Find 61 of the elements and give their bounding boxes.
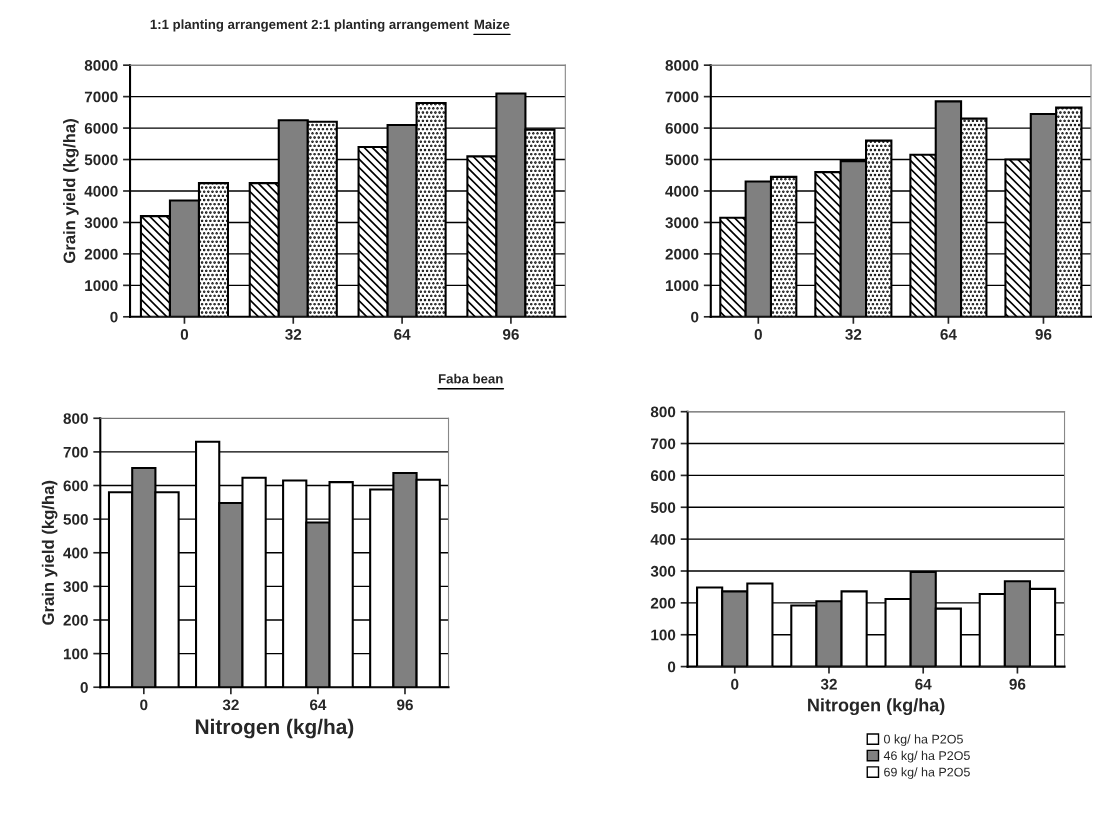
y-tick-label: 7000 — [665, 91, 699, 103]
y-tick-label: 4000 — [84, 185, 118, 197]
x-tick-label: 32 — [820, 678, 837, 690]
x-tick-label: 64 — [394, 329, 411, 340]
y-tick-label: 6000 — [665, 122, 699, 134]
x-tick-label: 0 — [140, 699, 148, 711]
y-tick-label: 0 — [110, 311, 118, 323]
y-tick-label: 500 — [650, 502, 676, 513]
legend-label: 46 kg/ ha P2O5 — [883, 750, 970, 763]
y-tick-label: 800 — [650, 406, 676, 418]
chart-title: 1:1 planting arrangement 2:1 planting arrangement — [150, 19, 469, 32]
y-tick-label: 0 — [691, 311, 699, 323]
y-tick-label: 6000 — [84, 122, 118, 134]
y-axis-title: Grain yield (kg/ha) — [41, 480, 58, 625]
y-tick-label: 2000 — [665, 248, 699, 260]
x-tick-label: 96 — [397, 699, 413, 711]
chart-subtitle: Maize — [474, 19, 510, 29]
y-tick-label: 7000 — [84, 91, 118, 103]
y-tick-label: 3000 — [84, 217, 118, 229]
y-tick-label: 4000 — [665, 185, 699, 197]
y-tick-label: 600 — [63, 480, 88, 492]
text: Faba bean — [438, 373, 503, 384]
x-axis-title: Nitrogen (kg/ha) — [808, 698, 945, 716]
x-tick-label: 32 — [222, 699, 239, 711]
x-tick-label: 0 — [754, 329, 762, 340]
y-tick-label: 8000 — [84, 60, 118, 71]
y-tick-label: 1000 — [85, 280, 118, 292]
y-tick-label: 3000 — [665, 217, 699, 229]
x-tick-label: 64 — [940, 329, 957, 340]
x-tick-label: 32 — [285, 329, 302, 340]
x-axis-title: Nitrogen (kg/ha) — [195, 718, 354, 739]
y-tick-label: 1000 — [665, 280, 699, 292]
x-tick-label: 96 — [1035, 329, 1052, 340]
y-tick-label: 2000 — [84, 248, 118, 260]
y-tick-label: 100 — [63, 648, 88, 660]
y-tick-label: 0 — [667, 661, 676, 673]
y-tick-label: 500 — [63, 514, 88, 525]
y-tick-label: 700 — [651, 438, 676, 450]
legend-label: 0 kg/ ha P2O5 — [884, 734, 963, 747]
y-tick-label: 200 — [650, 597, 676, 609]
x-tick-label: 64 — [915, 678, 932, 690]
y-tick-label: 200 — [63, 614, 88, 626]
y-tick-label: 5000 — [84, 154, 118, 166]
x-tick-label: 0 — [731, 678, 739, 690]
y-tick-label: 300 — [650, 565, 676, 577]
x-tick-label: 96 — [1009, 678, 1026, 690]
x-tick-label: 96 — [502, 329, 519, 340]
y-tick-label: 800 — [63, 413, 88, 424]
y-tick-label: 5000 — [665, 154, 699, 166]
y-tick-label: 8000 — [665, 60, 699, 71]
y-tick-label: 300 — [63, 581, 88, 593]
legend-label: 69 kg/ ha P2O5 — [884, 767, 970, 779]
y-tick-label: 100 — [651, 629, 676, 641]
x-tick-label: 0 — [180, 329, 189, 340]
x-tick-label: 64 — [309, 699, 327, 711]
x-tick-label: 32 — [845, 329, 862, 340]
y-tick-label: 400 — [650, 534, 676, 545]
y-tick-label: 700 — [63, 446, 88, 458]
y-tick-label: 600 — [650, 470, 676, 482]
y-axis-title: Grain yield (kg/ha) — [63, 119, 79, 263]
y-tick-label: 400 — [63, 547, 88, 559]
